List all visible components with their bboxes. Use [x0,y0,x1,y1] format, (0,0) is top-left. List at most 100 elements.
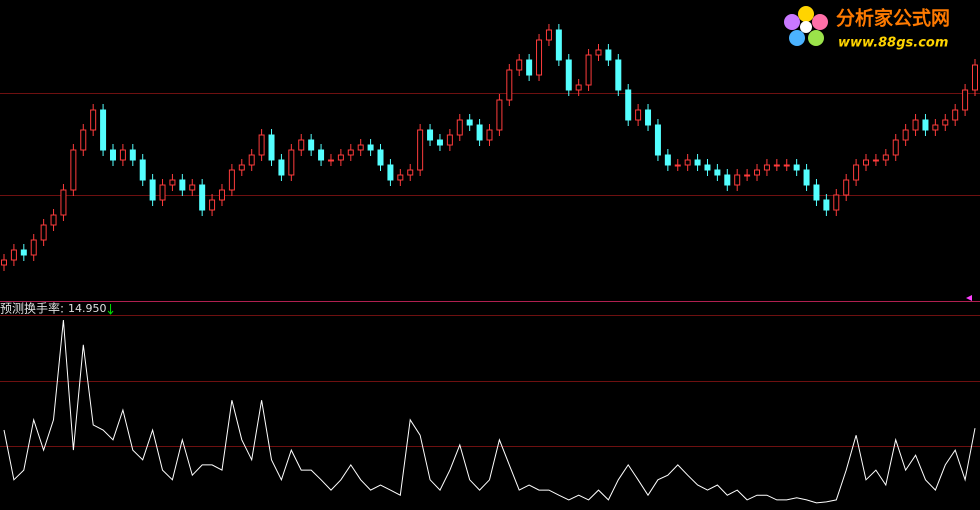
candle-body [823,199,830,211]
candle-body [20,249,27,256]
indicator-name: 预测换手率: [0,301,64,316]
candle-body [585,54,592,86]
candle-body [635,109,642,121]
candle-body [109,149,116,161]
candle-body [387,164,394,181]
candle-body [40,224,47,241]
cursor-marker [966,295,972,301]
candle-body [863,159,870,166]
candle-body [575,84,582,91]
candle-body [694,159,701,166]
candle-body [922,119,929,131]
candle-body [972,64,978,91]
candle-body [238,164,245,171]
candle-body [565,59,572,91]
candle-body [298,139,305,151]
candle-body [209,199,216,211]
candle-body [218,189,225,201]
candle-body [248,154,255,166]
candle-body [456,119,463,136]
candle-body [783,164,790,167]
candle-body [615,59,622,91]
logo-petal [798,6,814,22]
candle-body [833,194,840,211]
candle-body [347,149,354,156]
candle-body [674,164,681,167]
logo-petal [812,14,828,30]
logo-petal [808,30,824,46]
candle-body [526,59,533,76]
candle-body [734,174,741,186]
candle-body [605,49,612,61]
candle-body [704,164,711,171]
candle-body [466,119,473,126]
candle-body [327,159,334,162]
candle-body [684,159,691,166]
candle-body [278,159,285,176]
candle-body [1,259,7,266]
logo-title: 分析家公式网 [836,7,950,30]
candle-body [496,99,503,131]
candle-body [773,164,780,167]
indicator-value: 14.950 [68,302,107,315]
candle-body [10,249,17,261]
candle-body [100,109,107,151]
candle-body [892,139,899,156]
candle-body [595,49,602,56]
candle-body [318,149,325,161]
candle-body [506,69,513,101]
candle-body [60,189,67,216]
candle-body [853,164,860,181]
candle-body [555,29,562,61]
candle-body [288,149,295,176]
candle-body [417,129,424,171]
candle-body [159,184,166,201]
candle-body [793,164,800,171]
candle-body [139,159,146,181]
candle-body [377,149,384,166]
candle-body [337,154,344,161]
candle-body [942,119,949,126]
candle-body [872,159,879,162]
candle-body [397,174,404,181]
candle-body [179,179,186,191]
candle-body [268,134,275,161]
candle-body [754,169,761,176]
candle-body [486,129,493,141]
candle-body [149,179,156,201]
candle-body [813,184,820,201]
candle-body [476,124,483,141]
candle-body [427,129,434,141]
candle-body [645,109,652,126]
candle-body [70,149,77,191]
candle-body [536,39,543,76]
candle-body [882,154,889,161]
candle-body [545,29,552,41]
candle-body [129,149,136,161]
candle-body [119,149,126,161]
candle-body [664,154,671,166]
logo-center [800,21,812,33]
candle-body [714,169,721,176]
candle-body [50,214,57,226]
candle-body [724,174,731,186]
candle-body [258,134,265,156]
candle-body [436,139,443,146]
candle-body [654,124,661,156]
candle-body [357,144,364,151]
candle-body [962,89,969,111]
candle-body [516,59,523,71]
logo-petal [784,14,800,30]
logo-petal [789,30,805,46]
indicator-line [3,320,976,504]
candle-body [199,184,206,211]
candle-body [932,124,939,131]
candle-body [228,169,235,191]
candle-body [169,179,176,186]
logo-url: www.88gs.com [838,36,948,51]
candle-body [367,144,374,151]
candle-body [843,179,850,196]
candle-body [625,89,632,121]
